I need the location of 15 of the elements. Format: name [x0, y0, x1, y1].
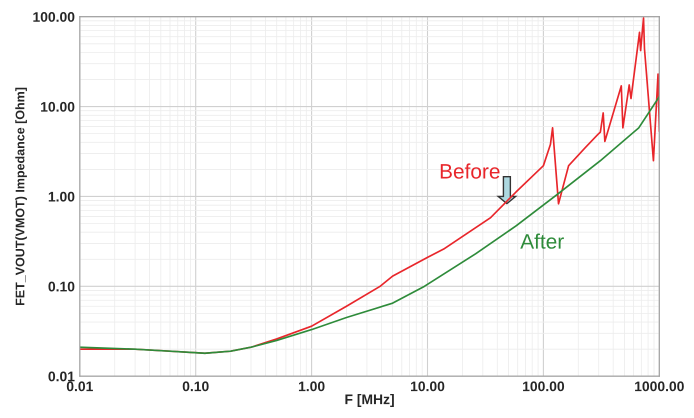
- y-tick-label: 0.10: [48, 282, 74, 292]
- x-tick-label: 0.10: [182, 381, 209, 392]
- y-tick-label: 10.00: [41, 102, 74, 112]
- y-tick-label: 1.00: [48, 192, 74, 202]
- x-tick-label: 1000.00: [635, 381, 684, 392]
- series-label: Before: [440, 163, 500, 179]
- x-axis-title: F [MHz]: [345, 394, 394, 407]
- x-tick-label: 0.01: [66, 381, 93, 392]
- y-tick-label: 0.01: [48, 372, 75, 382]
- x-tick-label: 1.00: [298, 381, 325, 392]
- y-axis-title: FET_VOUT(VMOT) Impedance [Ohm]: [15, 88, 27, 305]
- x-tick-label: 10.00: [411, 381, 444, 392]
- y-tick-label: 100.00: [33, 12, 74, 22]
- x-tick-label: 100.00: [523, 381, 564, 392]
- series-label: After: [520, 234, 564, 249]
